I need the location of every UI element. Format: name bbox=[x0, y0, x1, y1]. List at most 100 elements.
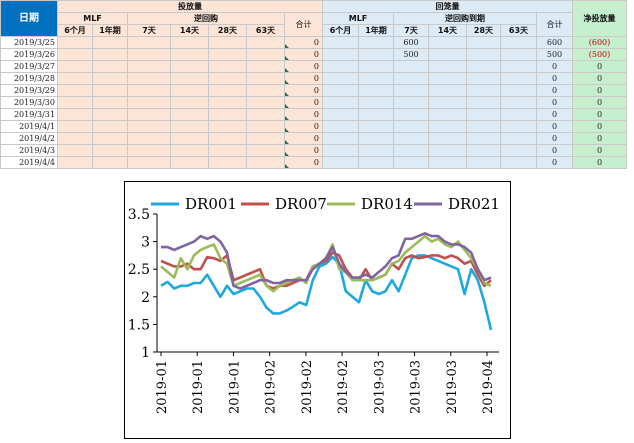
table-cell bbox=[208, 144, 247, 157]
table-cell bbox=[127, 72, 171, 85]
net-injection-header: 净投放量 bbox=[572, 0, 627, 37]
table-cell bbox=[246, 36, 285, 49]
error-flag-icon bbox=[285, 152, 289, 156]
withdrawal-group-header: 回笼量 bbox=[322, 0, 573, 13]
table-cell bbox=[466, 72, 501, 85]
y-tick-label: 3.5 bbox=[128, 207, 150, 223]
table-cell bbox=[500, 132, 537, 145]
table-cell bbox=[208, 84, 247, 97]
withdrawal-total-cell: 0 bbox=[536, 144, 573, 157]
table-cell bbox=[208, 120, 247, 133]
table-cell bbox=[358, 120, 394, 133]
table-cell bbox=[358, 48, 394, 61]
term-header: 14天 bbox=[428, 24, 467, 37]
net-injection-cell: 0 bbox=[572, 156, 627, 169]
table-cell bbox=[500, 36, 537, 49]
table-cell bbox=[358, 72, 394, 85]
legend-label-dr007: DR007 bbox=[275, 195, 327, 213]
term-header: 28天 bbox=[466, 24, 501, 37]
table-cell bbox=[170, 96, 209, 109]
table-cell bbox=[246, 108, 285, 121]
x-tick-label: 2019-02 bbox=[264, 360, 279, 414]
withdrawal-total-header: 合计 bbox=[536, 12, 573, 37]
net-injection-cell: 0 bbox=[572, 84, 627, 97]
interbank-rate-chart: 1 1.5 2 2.5 3 3.5 2019-01 2019-01 2019-01 2019-02… bbox=[124, 181, 511, 439]
table-cell bbox=[246, 120, 285, 133]
error-flag-icon bbox=[285, 44, 289, 48]
error-flag-icon bbox=[285, 68, 289, 72]
table-cell bbox=[466, 48, 501, 61]
table-cell bbox=[322, 132, 359, 145]
repo-7d-maturity-cell: 600 bbox=[393, 36, 429, 49]
table-cell bbox=[428, 156, 467, 169]
table-cell bbox=[322, 60, 359, 73]
withdrawal-total-cell: 0 bbox=[536, 156, 573, 169]
table-cell bbox=[500, 60, 537, 73]
table-cell bbox=[92, 60, 128, 73]
injection-total-cell: 0 bbox=[284, 120, 323, 133]
repo-7d-maturity-cell bbox=[393, 60, 429, 73]
header-row-instrument: MLF 逆回购 合计 MLF 逆回购到期 合计 bbox=[1, 12, 627, 37]
error-flag-icon bbox=[285, 92, 289, 96]
table-cell bbox=[466, 84, 501, 97]
table-cell bbox=[127, 60, 171, 73]
header-row-group: 日期 投放量 回笼量 净投放量 bbox=[0, 0, 627, 37]
table-cell bbox=[170, 120, 209, 133]
withdrawal-total-cell: 500 bbox=[536, 48, 573, 61]
table-cell bbox=[322, 72, 359, 85]
date-cell: 2019/3/26 bbox=[0, 48, 58, 61]
date-cell: 2019/3/30 bbox=[0, 96, 58, 109]
table-cell bbox=[428, 48, 467, 61]
table-cell bbox=[208, 48, 247, 61]
table-row: 2019/4/2 0 0 0 bbox=[0, 132, 627, 145]
table-cell bbox=[127, 132, 171, 145]
table-row: 2019/3/30 0 0 0 bbox=[0, 96, 627, 109]
table-cell bbox=[500, 84, 537, 97]
table-cell bbox=[500, 120, 537, 133]
table-cell bbox=[92, 144, 128, 157]
term-header: 63天 bbox=[500, 24, 537, 37]
table-cell bbox=[127, 108, 171, 121]
table-cell bbox=[500, 96, 537, 109]
table-cell bbox=[92, 132, 128, 145]
injection-group-header: 投放量 bbox=[57, 0, 323, 13]
error-flag-icon bbox=[285, 80, 289, 84]
table-cell bbox=[92, 108, 128, 121]
table-cell bbox=[57, 144, 93, 157]
table-cell bbox=[170, 144, 209, 157]
table-cell bbox=[92, 72, 128, 85]
withdrawal-total-cell: 0 bbox=[536, 132, 573, 145]
table-cell bbox=[358, 60, 394, 73]
table-cell bbox=[428, 144, 467, 157]
repo-7d-maturity-cell bbox=[393, 144, 429, 157]
table-cell bbox=[322, 96, 359, 109]
table-cell bbox=[500, 72, 537, 85]
legend-label-dr021: DR021 bbox=[448, 195, 500, 213]
table-cell bbox=[428, 84, 467, 97]
table-cell bbox=[57, 60, 93, 73]
table-cell bbox=[500, 48, 537, 61]
net-injection-cell: 0 bbox=[572, 120, 627, 133]
table-cell bbox=[57, 72, 93, 85]
table-cell bbox=[57, 132, 93, 145]
table-cell bbox=[358, 96, 394, 109]
date-cell: 2019/3/31 bbox=[0, 108, 58, 121]
repo-7d-maturity-cell: 500 bbox=[393, 48, 429, 61]
injection-total-cell: 0 bbox=[284, 36, 323, 49]
table-cell bbox=[428, 72, 467, 85]
table-cell bbox=[92, 120, 128, 133]
series-line-dr021 bbox=[161, 231, 492, 290]
x-tick-label: 2019-04 bbox=[481, 360, 496, 414]
table-cell bbox=[208, 72, 247, 85]
term-header: 14天 bbox=[170, 24, 209, 37]
table-row: 2019/4/1 0 0 0 bbox=[0, 120, 627, 133]
error-flag-icon bbox=[285, 56, 289, 60]
table-cell bbox=[246, 84, 285, 97]
table-cell bbox=[246, 96, 285, 109]
error-flag-icon bbox=[285, 104, 289, 108]
withdrawal-total-cell: 0 bbox=[536, 120, 573, 133]
table-cell bbox=[358, 36, 394, 49]
net-injection-cell: (500) bbox=[572, 48, 627, 61]
table-cell bbox=[92, 96, 128, 109]
table-cell bbox=[57, 84, 93, 97]
